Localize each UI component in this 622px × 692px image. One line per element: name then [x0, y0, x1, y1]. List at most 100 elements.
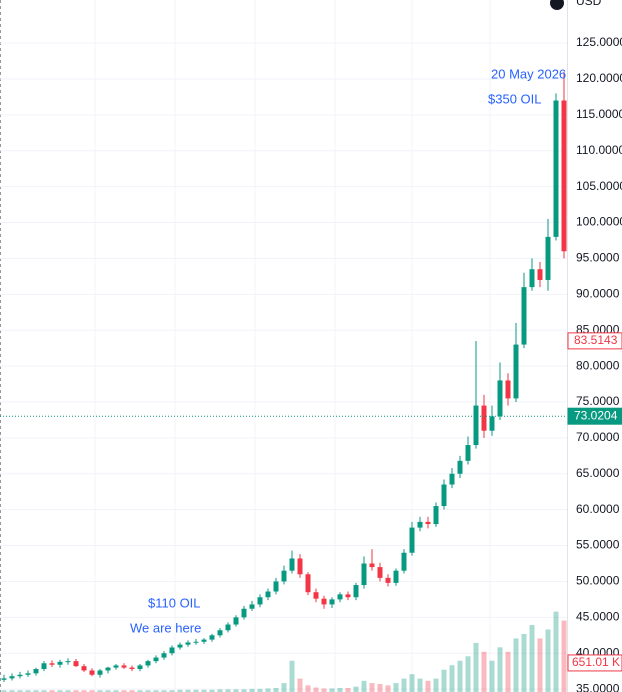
volume-bar	[73, 690, 79, 692]
y-tick-label: 70.0000	[576, 430, 620, 444]
volume-bar	[233, 689, 239, 692]
volume-bar	[313, 687, 319, 692]
candle-body	[65, 661, 71, 663]
volume-bar	[305, 685, 311, 692]
candle-body	[1, 678, 7, 680]
candle-body	[353, 585, 359, 598]
y-tick-label: 110.0000	[576, 143, 622, 157]
candle-body	[225, 624, 231, 631]
volume-bar	[1, 690, 7, 692]
candle-body	[265, 591, 271, 598]
candle-body	[409, 527, 415, 553]
volume-bar	[225, 689, 231, 692]
candle-body	[329, 599, 335, 605]
candle-body	[433, 506, 439, 525]
y-tick-label: 55.0000	[576, 538, 620, 552]
price-marker-label: 73.0204	[574, 408, 618, 422]
candle-body	[41, 663, 47, 670]
volume-bar	[433, 678, 439, 692]
candle-body	[561, 100, 567, 252]
candle-body	[89, 670, 95, 675]
candle-body	[505, 380, 511, 399]
volume-bar	[153, 690, 159, 692]
price-marker-box	[567, 332, 622, 350]
volume-bar	[441, 669, 447, 692]
y-tick-label: 50.0000	[576, 574, 620, 588]
volume-bar	[481, 651, 487, 692]
candle-body	[513, 344, 519, 399]
candle-body	[241, 608, 247, 618]
annotation: $110 OIL	[148, 595, 201, 610]
candle-body	[489, 416, 495, 431]
candle-body	[177, 644, 183, 648]
candle-body	[97, 670, 103, 675]
volume-bar	[417, 678, 423, 692]
currency: USD	[576, 0, 602, 8]
price-marker-label: 83.5143	[574, 333, 618, 347]
candle-body	[297, 558, 303, 575]
volume-bar	[25, 690, 31, 692]
candle-body	[153, 657, 159, 662]
candle-body	[113, 665, 119, 668]
annotation: 20 May 2026	[491, 66, 566, 81]
candle-body	[425, 521, 431, 525]
candle-body	[257, 597, 263, 605]
y-tick-label: 75.0000	[576, 394, 620, 408]
volume-bar	[505, 651, 511, 692]
volume-bar	[545, 629, 551, 692]
candle-body	[385, 577, 391, 583]
y-tick-label: 100.0000	[576, 215, 622, 229]
volume-bar	[89, 690, 95, 692]
volume-bar	[17, 690, 23, 692]
y-tick-label: 65.0000	[576, 466, 620, 480]
candle-body	[81, 666, 87, 671]
candle-body	[209, 635, 215, 640]
candle-body	[417, 521, 423, 528]
candle-body	[17, 674, 23, 677]
candle-body	[25, 673, 31, 675]
volume-marker-box	[567, 654, 622, 672]
volume-bar	[529, 625, 535, 692]
volume-bar	[169, 690, 175, 692]
y-tick-label: 90.0000	[576, 286, 620, 300]
candle-body	[289, 558, 295, 571]
volume-bar	[409, 674, 415, 692]
candle-body	[129, 667, 135, 670]
volume-bar	[401, 678, 407, 692]
volume-bar	[241, 689, 247, 692]
volume-marker-label: 651.01 K	[572, 655, 620, 669]
candle-body	[73, 661, 79, 667]
y-tick-label: 35.0000	[576, 681, 620, 692]
y-tick-label: 105.0000	[576, 179, 622, 193]
y-tick-label: 125.0000	[576, 35, 622, 49]
volume-bar	[113, 690, 119, 692]
volume-bar	[385, 685, 391, 692]
candle-body	[49, 663, 55, 665]
candle-body	[249, 604, 255, 609]
candle-body	[233, 617, 239, 625]
candle-body	[449, 473, 455, 485]
volume-bar	[377, 683, 383, 692]
candle-body	[305, 574, 311, 593]
volume-bar	[465, 656, 471, 692]
candle-body	[185, 642, 191, 645]
candle-body	[361, 563, 367, 586]
annotation: $350 OIL	[488, 91, 542, 106]
candle-body	[377, 567, 383, 578]
candle-body	[545, 236, 551, 280]
volume-bar	[249, 688, 255, 692]
candle-body	[57, 661, 63, 665]
currency-icon[interactable]	[550, 0, 564, 10]
candle-body	[465, 445, 471, 461]
volume-bar	[177, 689, 183, 692]
volume-bar	[273, 687, 279, 692]
y-tick-label: 45.0000	[576, 610, 620, 624]
volume-bar	[369, 683, 375, 692]
volume-bar	[289, 660, 295, 692]
volume-bar	[393, 683, 399, 692]
candle-body	[401, 552, 407, 571]
volume-bar	[217, 689, 223, 692]
volume-bar	[33, 690, 39, 692]
candle-body	[337, 594, 343, 600]
volume-bar	[209, 689, 215, 692]
